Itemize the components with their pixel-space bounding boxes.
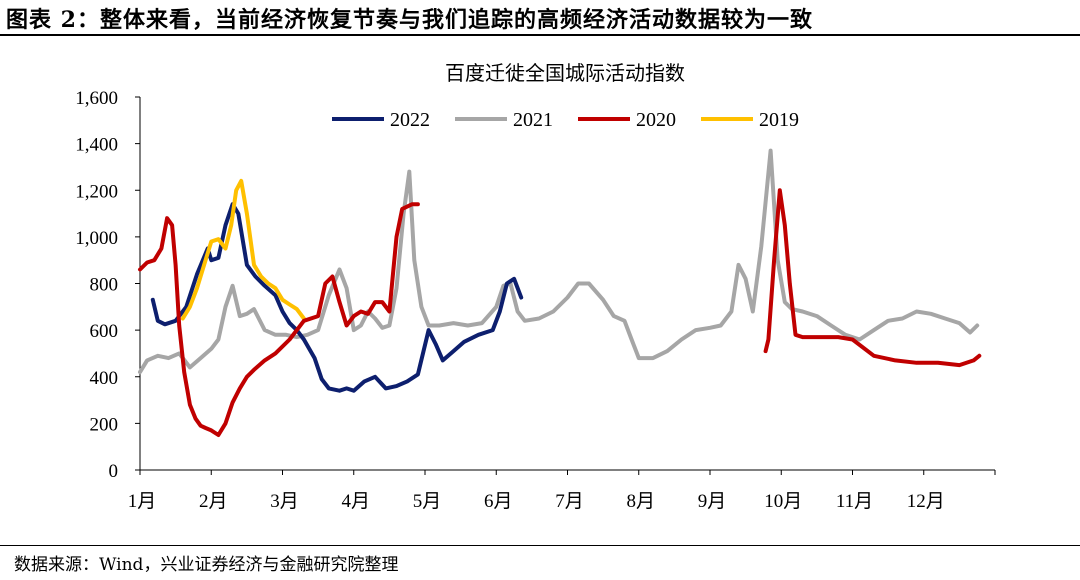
- legend-item-2022[interactable]: 2022: [332, 109, 430, 131]
- series-line-2020: [763, 188, 982, 368]
- y-tick-label: 1,000: [75, 228, 118, 249]
- legend-item-2020[interactable]: 2020: [578, 109, 676, 131]
- x-tick-label: 9月: [698, 491, 727, 512]
- x-tick-label: 1月: [128, 491, 157, 512]
- legend-label: 2022: [390, 109, 430, 131]
- x-tick-label: 4月: [341, 491, 370, 512]
- series-line-2022: [150, 202, 524, 393]
- y-tick-label: 200: [90, 414, 119, 435]
- top-rule: [0, 34, 1080, 36]
- y-tick-label: 600: [90, 321, 119, 342]
- x-tick-label: 6月: [484, 491, 513, 512]
- bottom-rule: [0, 545, 1080, 546]
- y-tick-label: 800: [90, 275, 119, 296]
- x-tick-label: 3月: [270, 491, 299, 512]
- series-layer: [138, 148, 982, 437]
- y-tick-label: 0: [109, 461, 119, 482]
- series-line-2019: [180, 178, 306, 321]
- legend-label: 2019: [759, 109, 799, 131]
- figure-title: 图表 2：整体来看，当前经济恢复节奏与我们追踪的高频经济活动数据较为一致: [6, 7, 813, 33]
- x-tick-label: 12月: [907, 491, 945, 512]
- x-tick-label: 7月: [555, 491, 584, 512]
- legend[interactable]: 2022 2021 2020 2019: [332, 109, 799, 131]
- x-tick-label: 2月: [199, 491, 228, 512]
- x-tick-label: 11月: [836, 491, 873, 512]
- series-line-2020: [138, 202, 420, 437]
- legend-item-2021[interactable]: 2021: [455, 109, 553, 131]
- y-tick-label: 1,400: [75, 135, 118, 156]
- legend-item-2019[interactable]: 2019: [701, 109, 799, 131]
- y-tick-label: 1,200: [75, 181, 118, 202]
- x-tick-label: 10月: [764, 491, 802, 512]
- axes: 0 200 400 600 800 1,000 1,200 1,400 1,600 1月 2月 3月 4…: [75, 88, 996, 512]
- x-tick-label: 8月: [626, 491, 655, 512]
- legend-label: 2021: [513, 109, 553, 131]
- x-tick-label: 5月: [413, 491, 442, 512]
- legend-label: 2020: [636, 109, 676, 131]
- source-note: 数据来源：Wind，兴业证券经济与金融研究院整理: [14, 555, 399, 575]
- y-tick-label: 1,600: [75, 88, 118, 109]
- y-tick-label: 400: [90, 368, 119, 389]
- chart-title: 百度迁徙全国城际活动指数: [445, 62, 685, 85]
